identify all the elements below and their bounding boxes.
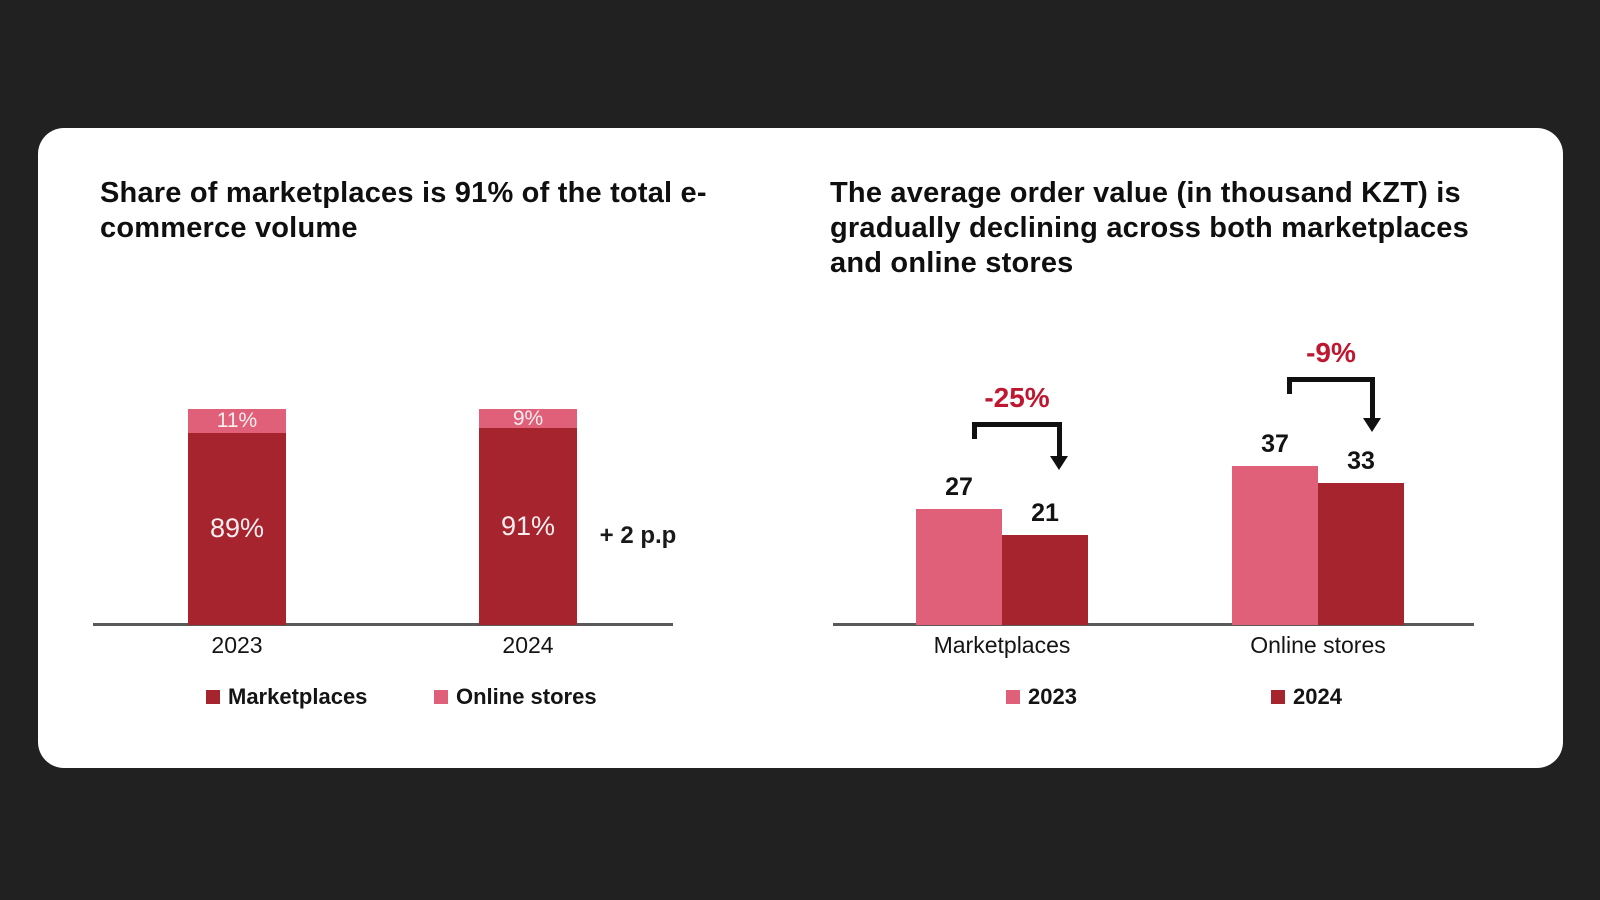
x-tick-2024: 2024 (502, 632, 554, 658)
legend-item-2024: 2024 (1271, 684, 1342, 710)
legend-label: Marketplaces (228, 684, 368, 709)
bracket-left-leg (972, 422, 977, 439)
grouped-bar-marketplaces-2023 (916, 508, 1002, 625)
bar-value-label: 89% (209, 513, 265, 544)
bracket-arrowhead-icon (1363, 418, 1381, 432)
legend-swatch-icon (1271, 690, 1285, 704)
legend-label: 2023 (1028, 684, 1077, 709)
bracket-right-leg (1370, 377, 1375, 419)
legend-label: 2024 (1293, 684, 1342, 709)
legend-item-marketplaces: Marketplaces (206, 684, 367, 710)
bracket-horizontal-line (1287, 377, 1375, 382)
slide-card: Share of marketplaces is 91% of the tota… (38, 128, 1563, 768)
grouped-bar-online-stores-2024 (1318, 483, 1404, 625)
grouped-bar-marketplaces-2024 (1002, 534, 1088, 625)
bar-top-value-label: 33 (1347, 447, 1375, 476)
stacked-bar-2023-marketplaces: 89% (188, 432, 286, 625)
decline-annotation-label: -9% (1306, 337, 1356, 368)
bar-value-label: 11% (216, 408, 258, 432)
left-x-axis-line (93, 623, 673, 626)
bar-top-value-label: 21 (1031, 498, 1059, 527)
legend-swatch-icon (206, 690, 220, 704)
left-chart-title: Share of marketplaces is 91% of the tota… (100, 177, 707, 244)
left-chart-plot-area: 89% 11% 2023 91% 9% 2024 Marketplaces Online st… (38, 128, 1563, 768)
bracket-arrowhead-icon (1050, 456, 1068, 470)
legend-item-online-stores: Online stores (434, 684, 597, 710)
legend-swatch-icon (1006, 690, 1020, 704)
stacked-bar-2023-online-stores: 11% (188, 409, 286, 433)
x-tick-online-stores: Online stores (1250, 632, 1386, 658)
legend-item-2023: 2023 (1006, 684, 1077, 710)
x-tick-2023: 2023 (211, 632, 263, 658)
bracket-left-leg (1287, 377, 1292, 394)
legend-label: Online stores (456, 684, 597, 709)
stacked-bar-2024-marketplaces: 91% (479, 428, 577, 625)
bracket-horizontal-line (972, 422, 1062, 427)
left-chart-delta-annotation: + 2 p.p (599, 522, 677, 549)
bar-top-value-label: 27 (945, 472, 973, 501)
bracket-right-leg (1057, 422, 1062, 457)
stacked-bar-2024-online-stores: 9% (479, 406, 577, 430)
grouped-bar-online-stores-2023 (1232, 465, 1318, 625)
bar-value-label: 9% (512, 406, 544, 430)
bar-value-label: 91% (500, 511, 556, 542)
right-chart-title: The average order value (in thousand KZT… (830, 177, 1469, 279)
bar-top-value-label: 37 (1261, 429, 1289, 458)
legend-swatch-icon (434, 690, 448, 704)
x-tick-marketplaces: Marketplaces (933, 632, 1071, 658)
decline-annotation-label: -25% (984, 382, 1050, 413)
right-x-axis-line (833, 623, 1474, 626)
right-chart-plot-area: 27 21 Marketplaces -25% 37 33 Online stores -9%… (38, 128, 1563, 768)
